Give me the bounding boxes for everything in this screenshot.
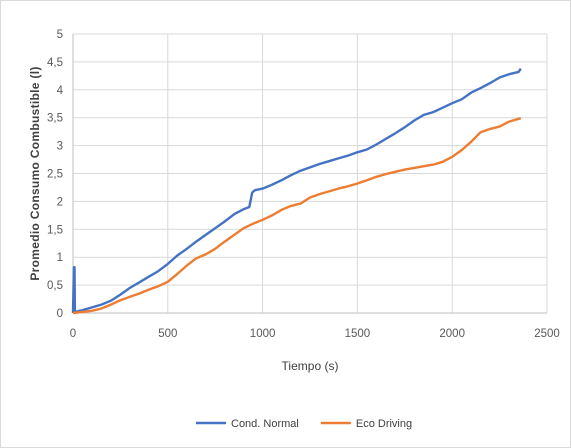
x-tick-label: 2500: [534, 328, 560, 340]
x-tick-label: 1500: [345, 328, 371, 340]
legend-label: Eco Driving: [356, 418, 412, 430]
y-tick-label: 4,5: [47, 57, 63, 69]
series-line-eco-driving: [72, 117, 522, 315]
y-tick-label: 5: [57, 29, 63, 41]
series: [71, 67, 522, 315]
legend: Cond. Normal Eco Driving: [196, 418, 412, 430]
x-tick-labels: 0 500 1000 1500 2000 2500: [70, 328, 560, 340]
y-tick-label: 1: [57, 252, 63, 264]
y-tick-label: 3: [57, 141, 63, 153]
y-tick-label: 0,5: [47, 280, 63, 292]
series-line-cond-normal: [71, 67, 522, 314]
x-axis-title: Tiempo (s): [282, 359, 339, 373]
x-tick-label: 500: [158, 328, 177, 340]
grid: [73, 33, 548, 313]
y-axis-title: Promedio Consumo Combustible (l): [28, 66, 42, 280]
y-tick-label: 3,5: [47, 113, 63, 125]
legend-label: Cond. Normal: [231, 418, 299, 430]
y-tick-label: 1,5: [47, 224, 63, 236]
x-tick-label: 0: [70, 328, 76, 340]
x-tick-label: 2000: [439, 328, 465, 340]
y-tick-label: 4: [57, 85, 64, 97]
y-tick-labels: 0 0,5 1 1,5 2 2,5 3 3,5 4 4,5 5: [47, 29, 64, 320]
y-tick-label: 2,5: [47, 169, 63, 181]
y-tick-label: 0: [57, 308, 63, 320]
x-tick-label: 1000: [250, 328, 276, 340]
y-tick-label: 2: [57, 196, 63, 208]
